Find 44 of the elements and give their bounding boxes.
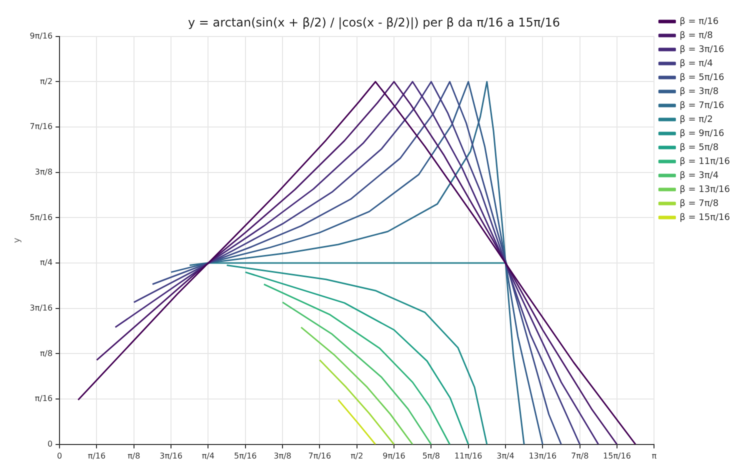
y-tick-label: 7π/16 bbox=[30, 122, 53, 132]
legend-label: β = 13π/16 bbox=[680, 184, 730, 195]
x-tick-label: 7π/8 bbox=[570, 451, 589, 460]
x-tick-label: π/16 bbox=[88, 451, 106, 460]
x-tick-label: 3π/16 bbox=[160, 451, 182, 460]
y-tick-label: 9π/16 bbox=[30, 31, 53, 40]
x-tick-label: 3π/8 bbox=[274, 451, 292, 460]
legend-label: β = π/4 bbox=[680, 58, 714, 69]
legend-label: β = π/8 bbox=[680, 30, 714, 41]
legend-label: β = 9π/16 bbox=[680, 128, 725, 139]
x-tick-label: 5π/8 bbox=[422, 451, 440, 460]
x-tick-label: π/2 bbox=[350, 451, 364, 460]
y-axis-title: y bbox=[12, 237, 23, 244]
x-tick-label: 0 bbox=[57, 451, 62, 460]
y-tick-label: π/16 bbox=[34, 394, 53, 404]
x-tick-label: 11π/16 bbox=[454, 451, 482, 460]
y-tick-label: π/2 bbox=[40, 76, 53, 86]
legend-label: β = 3π/4 bbox=[680, 170, 719, 181]
y-tick-label: 3π/16 bbox=[30, 303, 53, 312]
legend-label: β = π/16 bbox=[680, 16, 719, 27]
legend-label: β = 5π/16 bbox=[680, 72, 725, 83]
legend-label: β = 15π/16 bbox=[680, 212, 730, 223]
legend-label: β = 3π/16 bbox=[680, 44, 725, 55]
legend-label: β = 7π/16 bbox=[680, 100, 725, 111]
y-tick-label: 5π/16 bbox=[30, 212, 53, 222]
legend-label: β = 7π/8 bbox=[680, 198, 719, 209]
y-tick-label: 3π/8 bbox=[34, 167, 53, 176]
x-tick-label: 3π/4 bbox=[496, 451, 514, 460]
y-tick-label: π/4 bbox=[40, 258, 53, 268]
x-tick-label: 13π/16 bbox=[528, 451, 557, 460]
x-tick-label: 15π/16 bbox=[603, 451, 631, 460]
y-tick-label: 0 bbox=[47, 439, 53, 448]
legend-label: β = π/2 bbox=[680, 114, 713, 125]
x-tick-label: 7π/16 bbox=[308, 451, 332, 460]
legend-label: β = 3π/8 bbox=[680, 86, 719, 97]
x-tick-label: π/8 bbox=[128, 451, 140, 460]
x-tick-label: π/4 bbox=[202, 451, 215, 460]
legend-label: β = 11π/16 bbox=[680, 156, 730, 167]
x-tick-label: π bbox=[652, 451, 657, 460]
legend-label: β = 5π/8 bbox=[680, 142, 719, 153]
x-tick-label: 5π/16 bbox=[234, 451, 257, 460]
chart-title: y = arctan(sin(x + β/2) / |cos(x - β/2)|) per β da π/16 a 15π/16 bbox=[188, 15, 560, 30]
y-tick-label: π/8 bbox=[40, 348, 53, 358]
x-tick-label: 9π/16 bbox=[382, 451, 406, 460]
